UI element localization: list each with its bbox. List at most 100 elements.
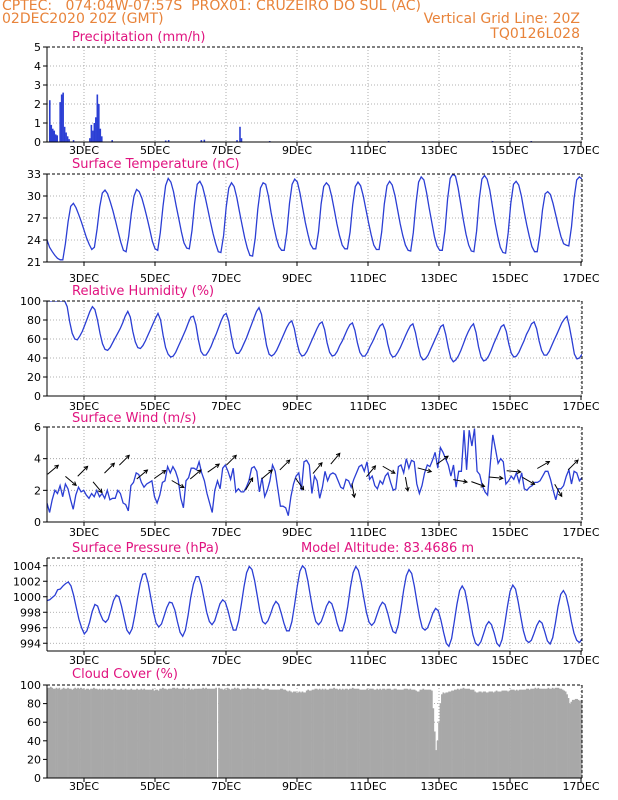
cloud-bar: [523, 689, 525, 778]
wind-arrow-head: [558, 492, 563, 498]
cloud-bar: [405, 688, 407, 778]
cloud-bar: [232, 688, 235, 778]
cloud-bar: [449, 691, 452, 778]
cloud-bar: [65, 688, 68, 778]
cloud-bar: [333, 687, 335, 778]
cloud-bar: [336, 688, 338, 778]
cloud-bar: [534, 687, 537, 778]
cloud-bar: [271, 689, 274, 778]
wind-arrow-head: [463, 479, 469, 484]
cloud-bar: [331, 688, 334, 778]
cloud-bar: [400, 689, 403, 778]
precip-bar: [99, 128, 102, 142]
cloud-bar: [510, 689, 512, 778]
cloud-bar: [144, 689, 147, 778]
cloud-bar: [159, 688, 161, 778]
cloud-bar: [409, 688, 412, 778]
cloud-bar: [212, 688, 215, 778]
cloud-bar: [193, 688, 196, 778]
cloud-bar: [85, 688, 88, 778]
x-tick-label: 15DEC: [491, 400, 528, 413]
cloud-bar: [123, 689, 125, 778]
precip-bar: [240, 138, 243, 142]
x-tick-label: 15DEC: [491, 780, 528, 793]
x-tick-label: 5DEC: [140, 780, 170, 793]
wind-arrow-head: [318, 462, 323, 467]
wind-arrow-shaft: [436, 455, 449, 465]
cloud-bar: [241, 688, 243, 778]
cloud-bar: [337, 689, 340, 778]
cloud-bar: [127, 689, 130, 778]
cloud-bar: [103, 689, 105, 778]
precip-bar: [92, 130, 94, 142]
cloud-bar: [189, 689, 192, 778]
cloud-bar: [497, 691, 499, 778]
cloud-bar: [258, 688, 261, 778]
cloud-bar: [357, 688, 360, 778]
cloud-bar: [279, 688, 282, 778]
cloud-bar: [108, 688, 111, 778]
cloud-bar: [484, 691, 486, 778]
wind-arrow-head: [390, 469, 396, 474]
cloud-bar: [445, 692, 448, 778]
y-tick-label: 0: [34, 390, 41, 403]
cloud-bar: [140, 688, 143, 778]
cloud-bar: [93, 687, 95, 778]
cloud-bar: [282, 689, 285, 778]
cloud-bar: [403, 688, 406, 778]
y-tick-label: 40: [27, 735, 41, 748]
x-tick-label: 3DEC: [69, 144, 99, 157]
cloud-bar: [349, 688, 351, 778]
cloud-bar: [384, 689, 387, 778]
cloud-bar: [479, 691, 482, 778]
cloud-bar: [80, 687, 82, 778]
cloud-bar: [88, 689, 91, 778]
cloud-bar: [311, 689, 314, 778]
precip-bar: [98, 104, 100, 142]
x-tick-label: 5DEC: [140, 144, 170, 157]
cloud-bar: [54, 688, 56, 778]
cloud-bar: [541, 688, 544, 778]
wind-arrow-shaft: [567, 459, 579, 471]
cloud-bar: [570, 701, 573, 778]
cloud-bar: [124, 688, 127, 778]
precip-bar: [51, 128, 54, 142]
cloud-bar: [169, 688, 171, 778]
x-tick-label: 17DEC: [562, 526, 599, 539]
y-tick-label: 0: [34, 772, 41, 785]
cloud-bar: [305, 690, 308, 778]
y-tick-label: 0: [34, 136, 41, 149]
cloud-bar: [425, 689, 427, 778]
cloud-bar: [170, 688, 173, 778]
cloud-bar: [353, 688, 356, 778]
cloud-bar: [382, 688, 384, 778]
cloud-bar: [379, 688, 381, 778]
cloud-bar: [167, 688, 170, 778]
cloud-bar: [491, 691, 494, 778]
x-tick-label: 17DEC: [562, 272, 599, 285]
cloud-bar: [514, 690, 517, 778]
cloud-bar: [72, 688, 75, 778]
cloud-bar: [527, 688, 530, 778]
cloud-bar: [548, 688, 551, 778]
cloud-bar: [203, 688, 206, 778]
cloud-bar: [531, 688, 534, 778]
precip-bar: [236, 140, 238, 142]
cloud-bar: [350, 688, 353, 778]
cloud-bar: [374, 689, 377, 778]
x-tick-label: 15DEC: [491, 654, 528, 667]
x-tick-label: 5DEC: [140, 400, 170, 413]
cloud-bar: [223, 688, 226, 778]
cloud-bar: [366, 688, 369, 778]
panel-annotation: Model Altitude: 83.4686 m: [301, 541, 474, 556]
cloud-bar: [307, 689, 310, 778]
cloud-bar: [451, 690, 453, 778]
cloud-bar: [443, 693, 446, 778]
cloud-bar: [344, 688, 347, 778]
y-tick-label: 4: [34, 60, 41, 73]
cloud-bar: [399, 689, 402, 778]
cloud-bar: [235, 688, 238, 778]
wind-arrow-shaft: [471, 481, 485, 487]
cloud-bar: [393, 688, 396, 778]
